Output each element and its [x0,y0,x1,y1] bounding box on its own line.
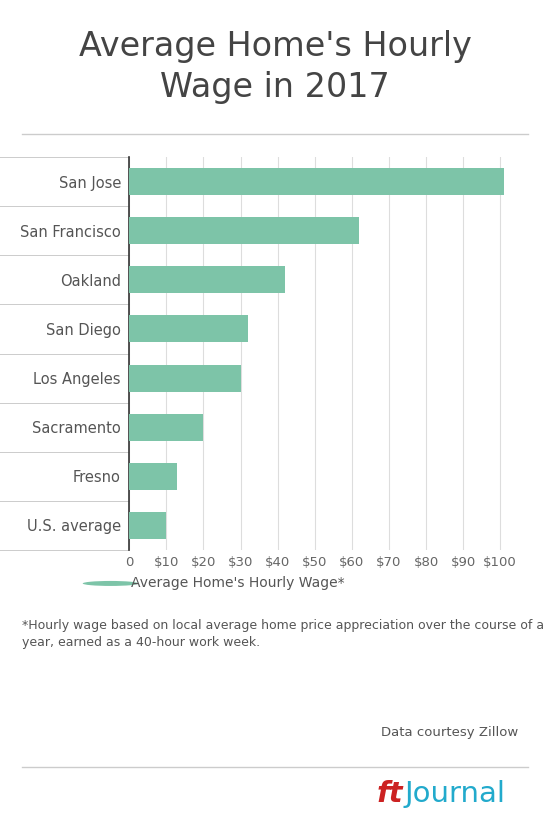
Text: Average Home's Hourly
Wage in 2017: Average Home's Hourly Wage in 2017 [79,30,471,103]
Text: Average Home's Hourly Wage*: Average Home's Hourly Wage* [131,576,344,590]
Bar [129,168,504,195]
Text: ft: ft [376,780,403,808]
Bar [129,414,204,441]
Bar [129,365,240,392]
Bar [129,512,166,539]
Bar [129,463,178,490]
Text: *Hourly wage based on local average home price appreciation over the course of a: *Hourly wage based on local average home… [22,619,544,648]
Bar [129,266,285,294]
Text: Data courtesy Zillow: Data courtesy Zillow [381,726,518,739]
Circle shape [82,581,139,586]
Bar [129,218,359,244]
Bar [129,315,248,342]
Text: Journal: Journal [404,780,505,808]
